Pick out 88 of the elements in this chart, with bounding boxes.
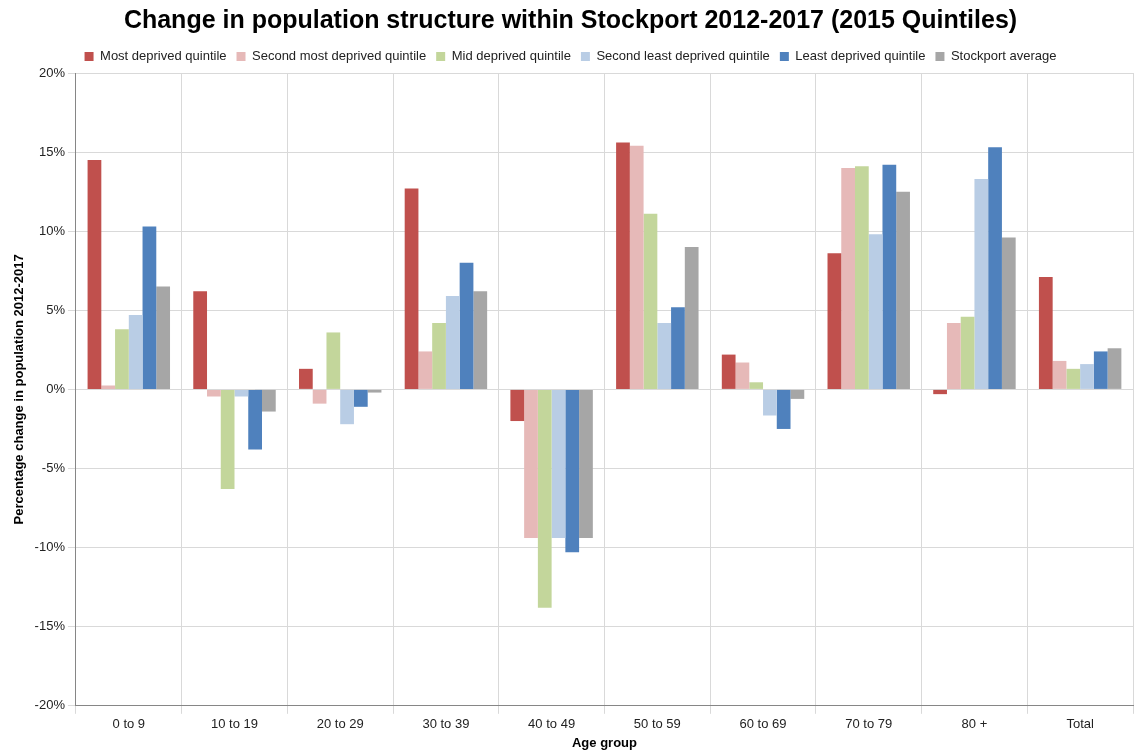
bar (579, 389, 593, 539)
bar (657, 322, 672, 389)
bar (510, 389, 525, 422)
x-tick-label: 50 to 59 (633, 716, 681, 732)
bar (616, 142, 630, 389)
bar (261, 389, 276, 412)
bar (974, 178, 989, 389)
bar (418, 351, 433, 389)
bar (367, 389, 382, 393)
bar (432, 322, 446, 389)
bar (445, 296, 460, 389)
x-tick-label: 80 + (961, 716, 988, 732)
bar (841, 167, 855, 389)
x-tick-label: Total (1066, 716, 1094, 732)
bar (207, 389, 221, 397)
bar (946, 322, 961, 389)
y-tick-label: 20% (38, 64, 66, 80)
bar (960, 316, 975, 389)
bar (312, 389, 327, 404)
bar (248, 389, 262, 450)
bar (721, 354, 736, 389)
bar (988, 147, 1002, 389)
x-tick-label: 10 to 19 (211, 716, 259, 732)
x-tick-label: 30 to 39 (422, 716, 470, 732)
y-tick-label: -5% (41, 460, 66, 476)
bar (128, 315, 143, 389)
bar (684, 247, 699, 389)
bar (763, 389, 777, 416)
bar (827, 253, 842, 389)
bar (298, 368, 313, 389)
bar (473, 291, 488, 389)
bar (790, 389, 805, 399)
bar (882, 164, 897, 389)
bar (749, 382, 764, 389)
bar (855, 166, 869, 389)
bar (340, 389, 354, 425)
bar (524, 389, 538, 539)
x-tick-label: 60 to 69 (739, 716, 787, 732)
legend-label: Least deprived quintile (795, 48, 926, 64)
bar (193, 291, 208, 389)
chart-title: Change in population structure within Stockport 2012-2017 (2015 Quintiles) (123, 4, 1018, 33)
bar (776, 389, 791, 429)
bar (404, 188, 419, 389)
x-axis-title: Age group (571, 734, 638, 750)
x-tick-label: 20 to 29 (316, 716, 364, 732)
y-tick-label: 0% (46, 380, 66, 396)
x-tick-label: 70 to 79 (845, 716, 893, 732)
bar (868, 234, 883, 389)
bar (629, 145, 644, 389)
bar (735, 362, 750, 389)
bar (551, 389, 566, 539)
bar (156, 286, 171, 389)
y-tick-label: 10% (38, 222, 66, 238)
bar (115, 329, 129, 389)
bar (671, 307, 685, 389)
y-tick-label: 15% (38, 143, 66, 159)
legend-label: Second most deprived quintile (252, 48, 427, 64)
x-tick-label: 0 to 9 (112, 716, 146, 732)
y-tick-label: -10% (34, 539, 66, 555)
bar (1038, 277, 1053, 389)
bar (933, 389, 947, 395)
legend-label: Second least deprived quintile (596, 48, 770, 64)
bar (537, 389, 552, 608)
bar (234, 389, 249, 397)
bar (101, 385, 116, 389)
x-tick-label: 40 to 49 (528, 716, 576, 732)
bar (1052, 360, 1067, 389)
legend-label: Stockport average (950, 48, 1057, 64)
bar (87, 160, 102, 389)
bar (220, 389, 235, 490)
bar (643, 213, 658, 389)
bar (459, 262, 474, 389)
legend-label: Most deprived quintile (100, 48, 227, 64)
bar (353, 389, 368, 407)
legend-label: Mid deprived quintile (451, 48, 571, 64)
bar (1001, 237, 1016, 389)
bar (142, 226, 157, 389)
bar (326, 332, 341, 389)
bar (1093, 351, 1108, 389)
y-tick-label: -20% (34, 697, 66, 713)
bar (1080, 364, 1094, 389)
bar (1066, 368, 1081, 389)
bar (1107, 348, 1122, 389)
bar (565, 389, 580, 553)
bar (896, 191, 910, 389)
y-axis-title: Percentage change in population 2012-2017 (11, 254, 27, 525)
y-tick-label: 5% (46, 301, 66, 317)
y-tick-label: -15% (34, 618, 66, 634)
